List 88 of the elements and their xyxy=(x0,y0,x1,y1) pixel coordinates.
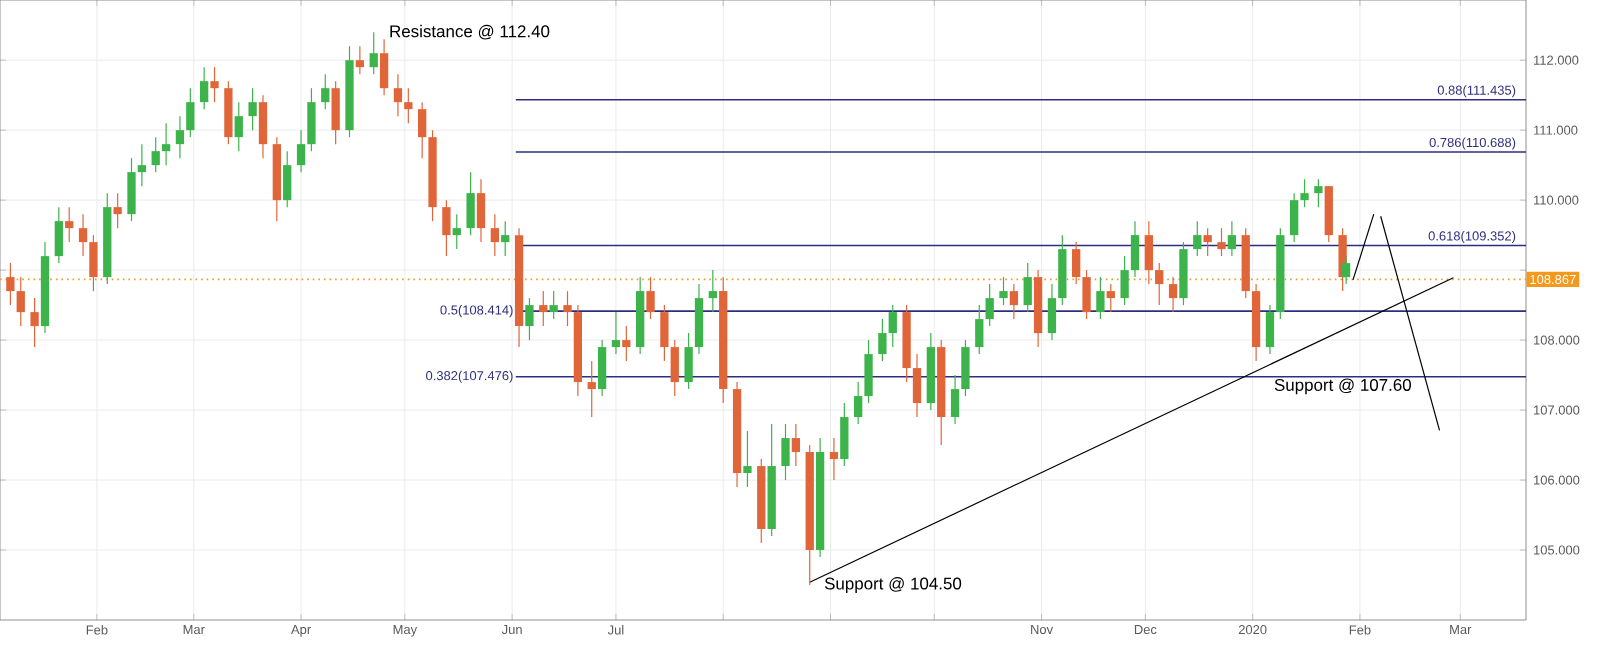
candlestick xyxy=(1341,255,1351,285)
candlestick xyxy=(1193,220,1202,257)
candlestick xyxy=(743,430,752,488)
candlestick xyxy=(950,374,960,425)
candlestick xyxy=(1290,192,1299,243)
candlestick xyxy=(611,311,621,355)
candlestick xyxy=(151,136,160,173)
candlestick xyxy=(379,38,389,96)
candlestick xyxy=(597,339,607,397)
candlestick xyxy=(1314,178,1323,208)
candlestick xyxy=(660,304,669,362)
candlestick xyxy=(985,283,994,327)
candlestick xyxy=(587,360,596,418)
candlestick xyxy=(1144,220,1153,285)
candlestick xyxy=(200,66,209,110)
candlestick xyxy=(961,339,970,397)
candlestick xyxy=(127,157,136,222)
candlestick xyxy=(78,213,88,257)
candlestick xyxy=(16,276,25,327)
candlestick xyxy=(321,73,330,110)
candlestick xyxy=(840,402,849,467)
candlestick xyxy=(1155,262,1164,306)
candlestick xyxy=(1072,241,1081,285)
candlestick xyxy=(539,290,548,327)
candlestick xyxy=(1120,255,1129,306)
annotation: Support @ 104.50 xyxy=(824,577,962,593)
candlestick xyxy=(452,213,461,250)
candlestick xyxy=(296,129,306,173)
candlestick xyxy=(1300,178,1309,208)
candlestick xyxy=(307,87,316,152)
candlestick xyxy=(65,206,74,243)
candlestick xyxy=(355,45,365,75)
candlestick xyxy=(854,381,863,425)
candlestick xyxy=(1203,227,1212,257)
candlestick xyxy=(186,87,195,138)
candlestick xyxy=(258,94,268,159)
candlestick xyxy=(6,262,15,306)
candlestick xyxy=(1082,269,1091,320)
candlestick xyxy=(466,171,475,236)
candlestick xyxy=(404,87,413,124)
candlestick xyxy=(234,101,243,152)
candlestick xyxy=(563,290,572,327)
candlestick xyxy=(1130,220,1140,278)
candlestick xyxy=(622,325,631,362)
candlestick xyxy=(878,318,887,362)
candlestick xyxy=(912,353,922,418)
candlestick xyxy=(1023,262,1032,313)
annotation: Support @ 107.60 xyxy=(1274,378,1411,395)
candlestick xyxy=(670,339,679,397)
candlestick xyxy=(137,143,147,187)
candlestick xyxy=(175,115,185,159)
candlestick xyxy=(549,290,558,320)
candlestick xyxy=(210,66,219,103)
candlestick xyxy=(1009,283,1019,320)
candlestick xyxy=(418,101,427,159)
candlestick xyxy=(161,122,171,166)
candlestick xyxy=(476,178,486,243)
candlestick xyxy=(490,213,499,257)
candlestick xyxy=(89,234,98,292)
candlestick xyxy=(248,87,257,131)
candlestick xyxy=(684,332,693,390)
candlestick xyxy=(393,73,403,117)
candlestick xyxy=(331,80,340,145)
candlestick xyxy=(999,276,1008,306)
candlestick xyxy=(1217,227,1226,257)
candlestick xyxy=(1106,283,1115,313)
candlestick xyxy=(113,192,122,229)
candlestick xyxy=(829,437,839,481)
candlestick xyxy=(708,269,717,313)
candlestick xyxy=(888,304,897,348)
candlestick xyxy=(30,297,39,348)
candlestick xyxy=(54,206,63,264)
annotation: Resistance @ 112.40 xyxy=(390,24,550,40)
candlestick xyxy=(781,423,790,481)
candlestick xyxy=(1265,304,1275,355)
candlestick xyxy=(975,304,984,355)
candlestick xyxy=(442,199,451,257)
candlestick xyxy=(791,423,801,467)
candlestick xyxy=(369,31,378,75)
candlestick xyxy=(1047,283,1057,341)
candlestick xyxy=(1168,276,1178,313)
candlestick xyxy=(646,276,655,320)
candlestick xyxy=(525,297,534,341)
candlestick xyxy=(864,339,873,404)
candlestick xyxy=(501,220,510,257)
candlestick xyxy=(1227,220,1237,257)
candlestick xyxy=(283,150,292,208)
candlestick xyxy=(1096,276,1105,320)
